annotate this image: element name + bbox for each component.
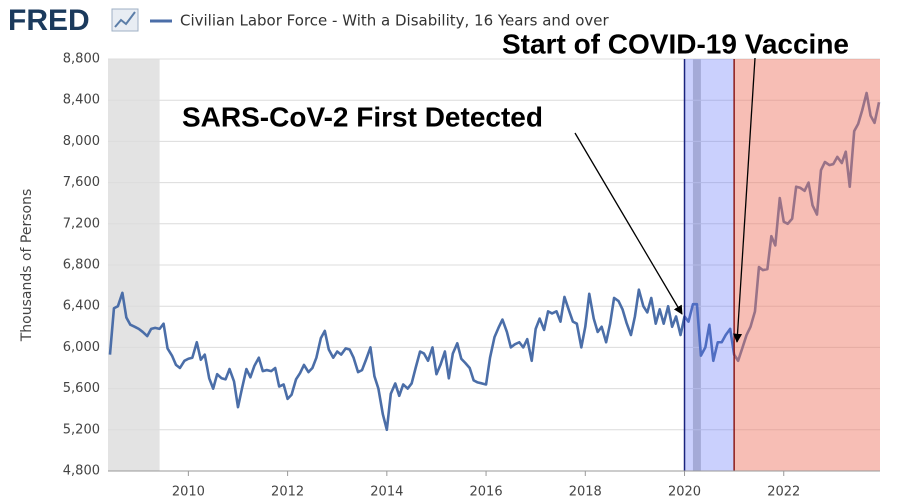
- annotation-text: Start of COVID-19 Vaccine: [502, 28, 849, 59]
- y-tick-label: 4,800: [63, 464, 100, 479]
- data-line: [108, 91, 881, 432]
- y-tick-label: 7,200: [63, 216, 100, 231]
- x-tick-label: 2022: [767, 485, 800, 500]
- y-axis-title: Thousands of Persons: [19, 189, 35, 343]
- annotation-text: SARS-CoV-2 First Detected: [182, 101, 543, 132]
- x-tick-label: 2010: [172, 485, 205, 500]
- x-tick-label: 2016: [470, 485, 503, 500]
- y-tick-label: 7,600: [63, 175, 100, 190]
- y-tick-label: 6,400: [63, 299, 100, 314]
- event-shading: [734, 59, 880, 471]
- y-tick-label: 6,800: [63, 258, 100, 273]
- y-tick-label: 5,200: [63, 422, 100, 437]
- y-tick-label: 8,800: [63, 52, 100, 67]
- logo-icon: [111, 8, 139, 32]
- x-tick-label: 2020: [668, 485, 701, 500]
- y-tick-label: 5,600: [63, 381, 100, 396]
- y-tick-label: 6,000: [63, 340, 100, 355]
- y-tick-label: 8,000: [63, 134, 100, 149]
- legend-label: Civilian Labor Force - With a Disability…: [180, 12, 609, 30]
- annotation-arrow: [574, 132, 683, 315]
- plot-area: [108, 58, 881, 476]
- event-shading: [684, 59, 735, 471]
- y-tick-label: 8,400: [63, 93, 100, 108]
- annotation-arrow: [732, 57, 756, 343]
- x-tick-label: 2018: [569, 485, 602, 500]
- x-tick-label: 2012: [271, 485, 304, 500]
- x-tick-label: 2014: [370, 485, 403, 500]
- logo: FRED: [8, 4, 90, 37]
